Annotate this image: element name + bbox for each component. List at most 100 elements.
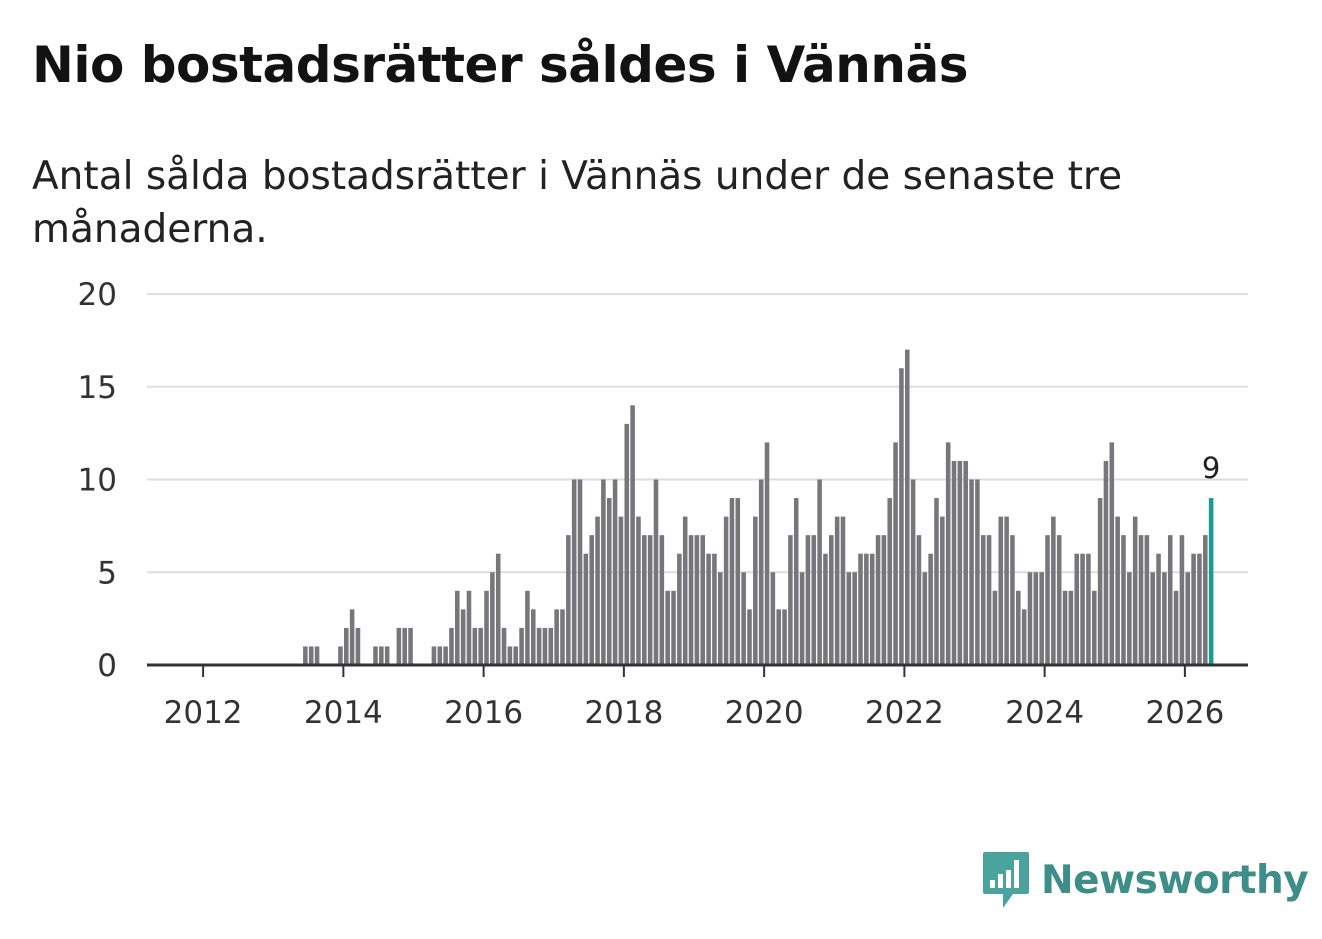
bar: [1062, 590, 1068, 665]
bar: [1051, 516, 1056, 665]
bar: [904, 349, 910, 665]
bar: [723, 516, 729, 665]
bar: [484, 590, 489, 665]
bar: [1203, 535, 1208, 665]
bar: [402, 627, 407, 665]
bar: [1167, 535, 1173, 665]
bar: [706, 553, 711, 665]
bar: [834, 516, 840, 665]
bar: [899, 368, 904, 665]
bar: [1068, 590, 1074, 665]
bar: [682, 516, 688, 665]
bar: [507, 646, 513, 665]
bar: [647, 535, 653, 665]
bar: [928, 553, 933, 665]
y-tick-label: 0: [97, 648, 117, 684]
bar: [513, 646, 519, 665]
axes: [147, 663, 1248, 677]
bar: [753, 516, 758, 665]
bar: [1173, 590, 1179, 665]
bar: [595, 516, 600, 665]
bar: [449, 627, 454, 665]
bar: [1138, 535, 1144, 665]
bar: [1045, 535, 1050, 665]
x-tick-label: 2024: [1005, 695, 1084, 731]
bar: [571, 479, 577, 665]
bar: [437, 646, 443, 665]
newsworthy-logo: Newsworthy: [981, 850, 1309, 910]
bar: [788, 535, 793, 665]
labels: 0 5 10 15 20 9 2012 2014 2016 2018 2020 2022 2024 202…: [78, 277, 1225, 731]
bar: [1080, 553, 1085, 665]
bar: [741, 572, 746, 665]
bar: [460, 609, 466, 665]
bar: [852, 572, 857, 665]
bar: [501, 627, 507, 665]
bar: [349, 609, 355, 665]
bar: [665, 590, 670, 665]
bar: [554, 609, 559, 665]
bar: [916, 535, 922, 665]
x-tick-label: 2012: [164, 695, 243, 731]
x-tick-label: 2018: [584, 695, 663, 731]
bar: [1185, 572, 1191, 665]
bar: [612, 479, 618, 665]
bar: [396, 627, 402, 665]
bar: [1197, 553, 1202, 665]
bar: [1109, 442, 1115, 665]
bar: [1179, 535, 1185, 665]
bar: [963, 460, 968, 665]
bar: [566, 535, 571, 665]
bar: [1132, 516, 1138, 665]
bar: [606, 498, 612, 665]
brand-name: Newsworthy: [1041, 857, 1309, 903]
bar: [303, 646, 308, 665]
y-tick-label: 10: [78, 463, 117, 499]
bar: [624, 423, 630, 665]
bar: [466, 590, 472, 665]
bar: [729, 498, 735, 665]
bar: [472, 627, 478, 665]
bar: [1033, 572, 1039, 665]
bar: [875, 535, 881, 665]
bar: [776, 609, 781, 665]
bar: [717, 572, 723, 665]
gridlines: [147, 293, 1248, 574]
bar: [864, 553, 869, 665]
bar: [455, 590, 460, 665]
bar: [495, 553, 501, 665]
bar: [577, 479, 583, 665]
bar: [747, 609, 752, 665]
bar: [536, 627, 542, 665]
x-tick-label: 2020: [725, 695, 804, 731]
y-tick-label: 15: [78, 370, 117, 406]
bar: [735, 498, 741, 665]
bar: [1115, 516, 1120, 665]
bar: [893, 442, 898, 665]
bar: [910, 479, 916, 665]
bar: [355, 627, 361, 665]
bar: [829, 535, 834, 665]
bar: [379, 646, 384, 665]
bar: [1039, 572, 1044, 665]
bar: [478, 627, 483, 665]
bar: [846, 572, 852, 665]
bar: [636, 516, 641, 665]
bar: [980, 535, 986, 665]
bar: [782, 609, 787, 665]
bar: [490, 572, 495, 665]
bar: [951, 460, 957, 665]
x-tick-label: 2016: [444, 695, 523, 731]
bar: [869, 553, 875, 665]
bar: [630, 405, 635, 665]
bar: [986, 535, 992, 665]
bar: [793, 498, 799, 665]
bar: [992, 590, 998, 665]
bar: [314, 646, 320, 665]
bar: [431, 646, 437, 665]
bar: [922, 572, 928, 665]
bar: [811, 535, 817, 665]
bar: [560, 609, 565, 665]
bar: [969, 479, 974, 665]
bar: [338, 646, 343, 665]
